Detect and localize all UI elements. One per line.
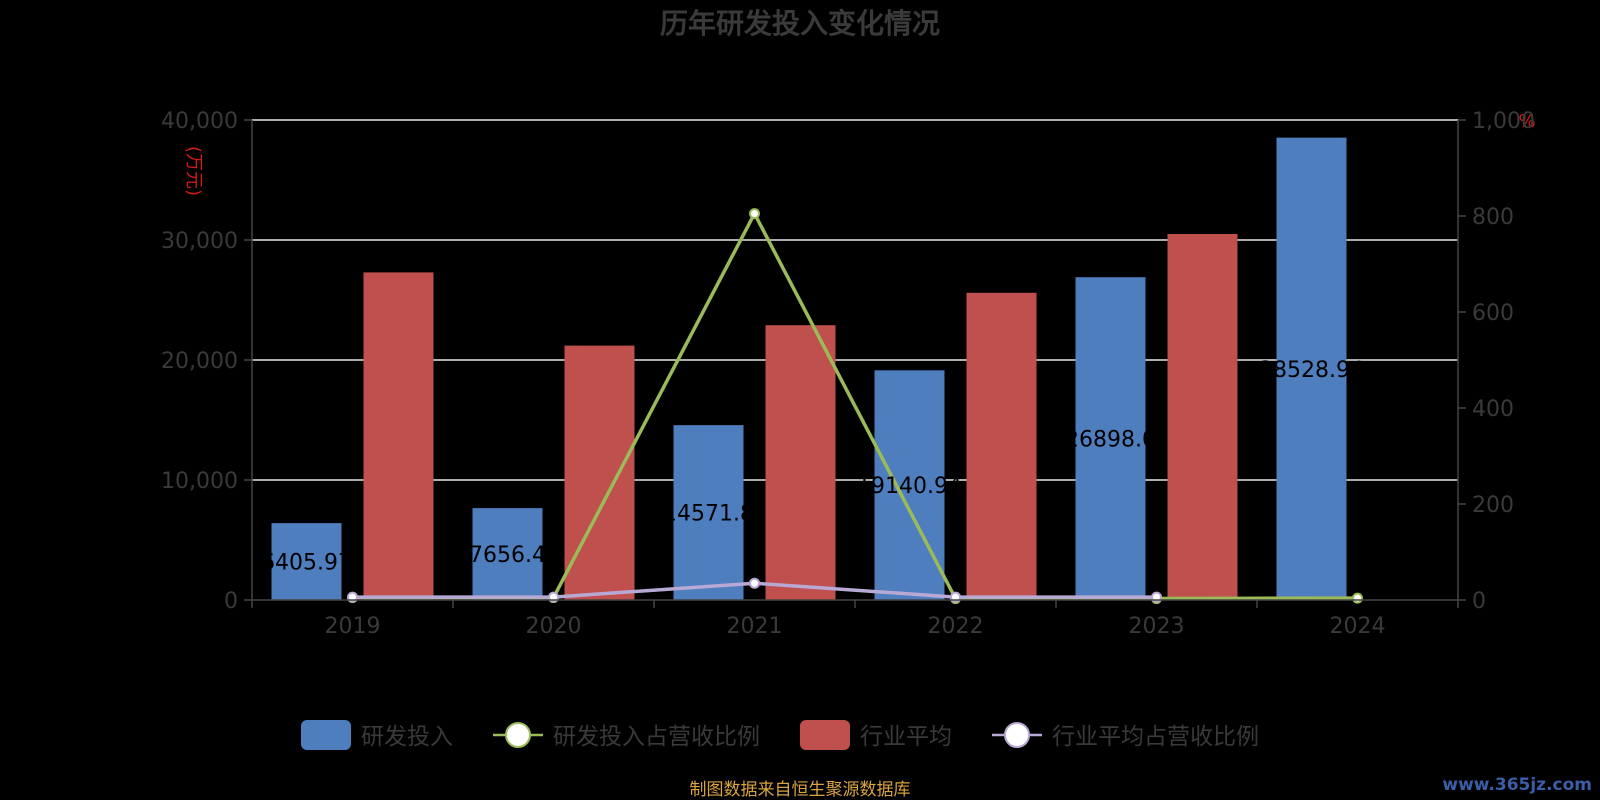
x-axis-tick-label: 2021 bbox=[727, 614, 783, 639]
left-axis-tick-label: 30,000 bbox=[161, 229, 238, 254]
right-axis-tick-label: 800 bbox=[1472, 205, 1514, 230]
line-point-3 bbox=[749, 577, 760, 589]
right-axis-unit: % bbox=[1518, 111, 1535, 132]
left-axis-tick-label: 0 bbox=[224, 589, 238, 614]
legend-item-2[interactable]: 行业平均 bbox=[800, 720, 952, 750]
bar-0-0 bbox=[271, 523, 342, 600]
grid bbox=[252, 119, 1458, 481]
bars bbox=[271, 137, 1347, 601]
legend-line-marker bbox=[505, 722, 531, 748]
legend[interactable]: 研发投入 研发投入占营收比例 行业平均 行业平均占营收比例 bbox=[301, 720, 1259, 750]
axes: 0 10,000 20,000 30,000 40,000 0 200 400 600 800 1,… bbox=[161, 109, 1535, 639]
left-axis-tick-label: 20,000 bbox=[161, 349, 238, 374]
bar-0-5 bbox=[1276, 137, 1347, 601]
x-axis-tick-label: 2019 bbox=[325, 614, 381, 639]
legend-label: 行业平均 bbox=[860, 724, 952, 750]
right-axis-tick-label: 200 bbox=[1472, 493, 1514, 518]
legend-bar-swatch bbox=[301, 720, 351, 750]
x-axis-tick-label: 2020 bbox=[526, 614, 582, 639]
bar-data-label: 26898.0 bbox=[1065, 428, 1156, 453]
bar-data-label: 7656.4 bbox=[469, 543, 546, 568]
lines bbox=[347, 208, 1363, 605]
line-point-1 bbox=[1352, 592, 1363, 604]
bar-0-4 bbox=[1075, 277, 1146, 600]
bar-0-1 bbox=[472, 508, 543, 600]
x-axis-tick-label: 2024 bbox=[1330, 614, 1386, 639]
left-axis-tick-label: 40,000 bbox=[161, 109, 238, 134]
data-source-note: 制图数据来自恒生聚源数据库 bbox=[690, 780, 911, 800]
right-axis-tick-label: 0 bbox=[1472, 589, 1486, 614]
right-axis-tick-label: 1,000 bbox=[1472, 109, 1535, 134]
line-point-1 bbox=[749, 208, 760, 220]
legend-label: 行业平均占营收比例 bbox=[1052, 724, 1259, 750]
bar-0-2 bbox=[673, 425, 744, 600]
chart-title: 历年研发投入变化情况 bbox=[660, 7, 940, 40]
legend-line-marker bbox=[1004, 722, 1030, 748]
legend-label: 研发投入占营收比例 bbox=[553, 724, 760, 750]
left-axis-unit: (万元) bbox=[183, 146, 204, 196]
legend-item-1[interactable]: 研发投入占营收比例 bbox=[493, 722, 760, 750]
bar-2-1 bbox=[564, 345, 635, 600]
x-axis-tick-label: 2023 bbox=[1129, 614, 1185, 639]
bar-labels: 6405.97 7656.4 14571.8 19140.94 26898.0 38528… bbox=[261, 358, 1364, 576]
legend-label: 研发投入 bbox=[361, 724, 453, 750]
bar-2-3 bbox=[966, 292, 1037, 600]
bar-data-label: 14571.8 bbox=[663, 502, 754, 527]
watermark: www.365jz.com bbox=[1442, 775, 1592, 795]
legend-item-0[interactable]: 研发投入 bbox=[301, 720, 453, 750]
right-axis-tick-label: 600 bbox=[1472, 301, 1514, 326]
bar-2-0 bbox=[363, 272, 434, 600]
right-axis-tick-label: 400 bbox=[1472, 397, 1514, 422]
bar-2-4 bbox=[1167, 234, 1238, 600]
bar-0-3 bbox=[874, 370, 945, 600]
bar-data-label: 19140.94 bbox=[857, 474, 962, 499]
bar-2-2 bbox=[765, 325, 836, 600]
bar-data-label: 38528.94 bbox=[1259, 358, 1364, 383]
x-axis-tick-label: 2022 bbox=[928, 614, 984, 639]
left-axis-tick-label: 10,000 bbox=[161, 469, 238, 494]
legend-item-3[interactable]: 行业平均占营收比例 bbox=[992, 722, 1259, 750]
legend-bar-swatch bbox=[800, 720, 850, 750]
bar-data-label: 6405.97 bbox=[261, 551, 352, 576]
